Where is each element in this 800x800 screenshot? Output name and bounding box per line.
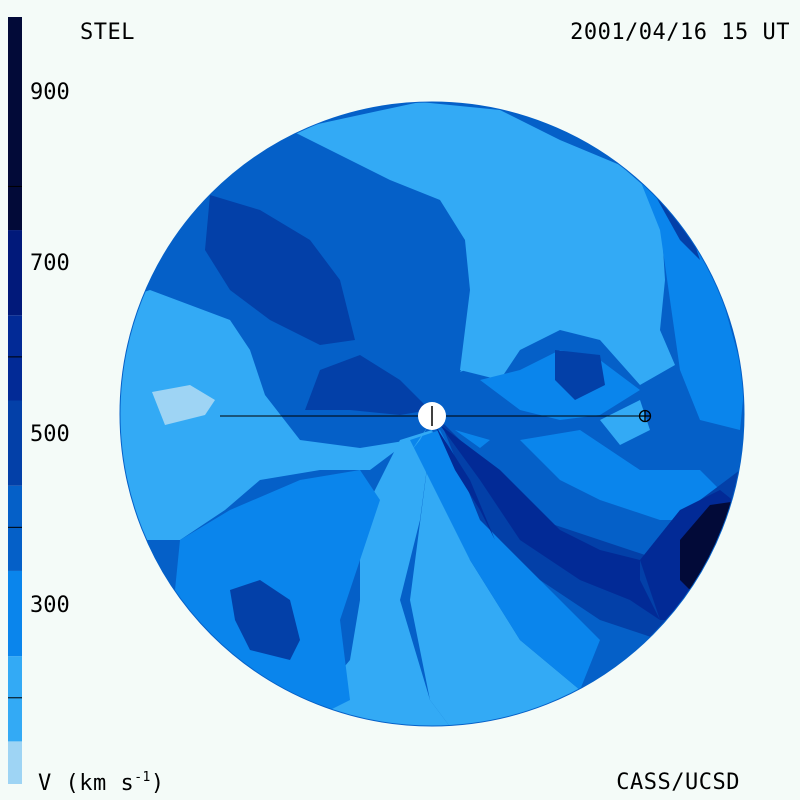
colorbar-level-2 [8,570,22,657]
earth-icon [638,409,652,423]
colorbar-tick-300: 300 [30,593,70,618]
colorbar [8,17,22,784]
credit-label: CASS/UCSD [616,770,740,795]
colorbar-level-3 [8,485,22,571]
colorbar-tick-700: 700 [30,251,70,276]
colorbar-level-5 [8,315,22,401]
colorbar-tick-500: 500 [30,422,70,447]
datetime-label: 2001/04/16 15 UT [570,20,790,45]
disk-outline [119,101,745,727]
colorbar-tick-900: 900 [30,80,70,105]
colorbar-level-6 [8,230,22,316]
colorbar-level-1 [8,656,22,742]
sun-icon [418,402,446,430]
units-label: V (km s-1) [38,770,165,796]
colorbar-level-0 [8,741,22,784]
colorbar-level-7 [8,17,22,231]
source-label: STEL [80,20,135,45]
colorbar-level-4 [8,400,22,486]
